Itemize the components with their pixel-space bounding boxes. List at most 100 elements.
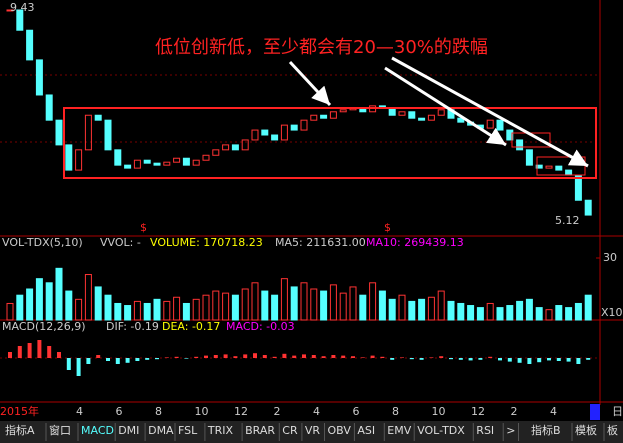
macd-bar [311,355,316,358]
candle [114,149,122,166]
tab[interactable]: 指标B [531,423,561,437]
candle [398,111,406,116]
volume-bar [251,282,259,321]
candle [124,164,132,169]
tab[interactable]: DMI [118,424,139,437]
macd-bar [527,358,532,364]
volume-bar [320,290,328,321]
volume-bar [565,307,573,321]
candle [437,109,445,116]
volume-bar [143,302,151,321]
arrow [288,60,332,107]
tab[interactable]: TRIX [207,424,234,437]
candle [496,119,504,131]
tab[interactable]: VOL-TDX [417,424,465,437]
macd-bar [331,355,336,358]
tab[interactable]: MACD [81,424,114,437]
candle [182,157,190,166]
candle [320,114,328,119]
volume-bar [486,302,494,321]
year-label: 2015年 [0,404,39,418]
vol-name: VOL-TDX(5,10) [2,236,83,249]
volume-bar [212,290,220,321]
candle [192,159,200,166]
volume-bar [408,300,416,321]
tab[interactable]: EMV [387,424,411,437]
tab[interactable]: 模板 [575,423,597,437]
volume-bar [182,302,190,321]
candle [565,169,573,176]
volume-bar [290,286,298,321]
volume-bar [94,286,102,321]
volume-bar [202,294,210,321]
macd-bar [478,358,483,360]
macd-bar [243,354,248,358]
month-label: 12 [234,405,248,418]
volume-bar [359,294,367,321]
month-label: 8 [155,405,162,418]
month-label: 2 [274,405,281,418]
volume-bar [192,298,200,321]
volume-bar [16,294,24,321]
candle [408,111,416,119]
tab[interactable]: > [506,424,515,437]
candle [6,9,14,12]
macd-bar [106,358,110,361]
volume-bar [447,300,455,321]
candle [555,165,563,171]
volume-bar [398,294,406,321]
tab[interactable]: 窗口 [49,423,71,437]
month-label: 4 [76,405,83,418]
macd-bar [370,355,375,358]
volume-bar [114,302,122,321]
candle [271,134,279,141]
candle [300,119,308,131]
macd-bar [390,358,395,360]
candle [143,159,151,164]
highlight-box [63,107,597,179]
annotation: 低位创新低，至少都会有20—30%的跌幅 [155,37,488,58]
month-label: 10 [432,405,446,418]
tab[interactable]: DMA [148,424,174,437]
macd-bar [488,356,493,358]
volume-bar [476,307,484,321]
volume: VOLUME: 170718.23 [150,236,263,249]
macd-bar [360,357,365,358]
tab[interactable]: RSI [476,424,494,437]
volume-bar [329,284,337,321]
tab[interactable]: FSL [178,424,198,437]
marker: $ [140,221,147,234]
macd-name: MACD(12,26,9) [2,320,86,333]
macd-bar [96,355,101,358]
candle [545,165,553,169]
tab[interactable]: 板 [607,423,618,437]
candle [339,109,347,113]
volume-bar [418,298,426,321]
tab[interactable]: OBV [328,424,352,437]
volume-bar [349,286,357,321]
macd-bar [164,357,169,358]
tab[interactable]: CR [282,424,298,437]
macd-bar [272,356,277,358]
macd-bar [282,353,287,358]
macd: MACD: -0.03 [226,320,295,333]
candle [94,114,102,121]
candle [329,111,337,119]
tab[interactable]: 指标A [5,423,35,437]
dif: DIF: -0.19 [106,320,159,333]
candle [104,119,112,151]
low-label: 5.12 [555,214,580,227]
tab[interactable]: BRAR [245,424,275,437]
volume-bar [222,292,230,321]
macd-bar [213,355,218,358]
tab[interactable]: ASI [357,424,375,437]
macd-bar [302,354,306,358]
macd-bar [566,358,571,362]
volume-bar [55,267,63,321]
macd-bar [292,355,297,358]
macd-bar [321,356,326,358]
tab[interactable]: VR [305,424,321,437]
macd-bar [537,358,542,363]
